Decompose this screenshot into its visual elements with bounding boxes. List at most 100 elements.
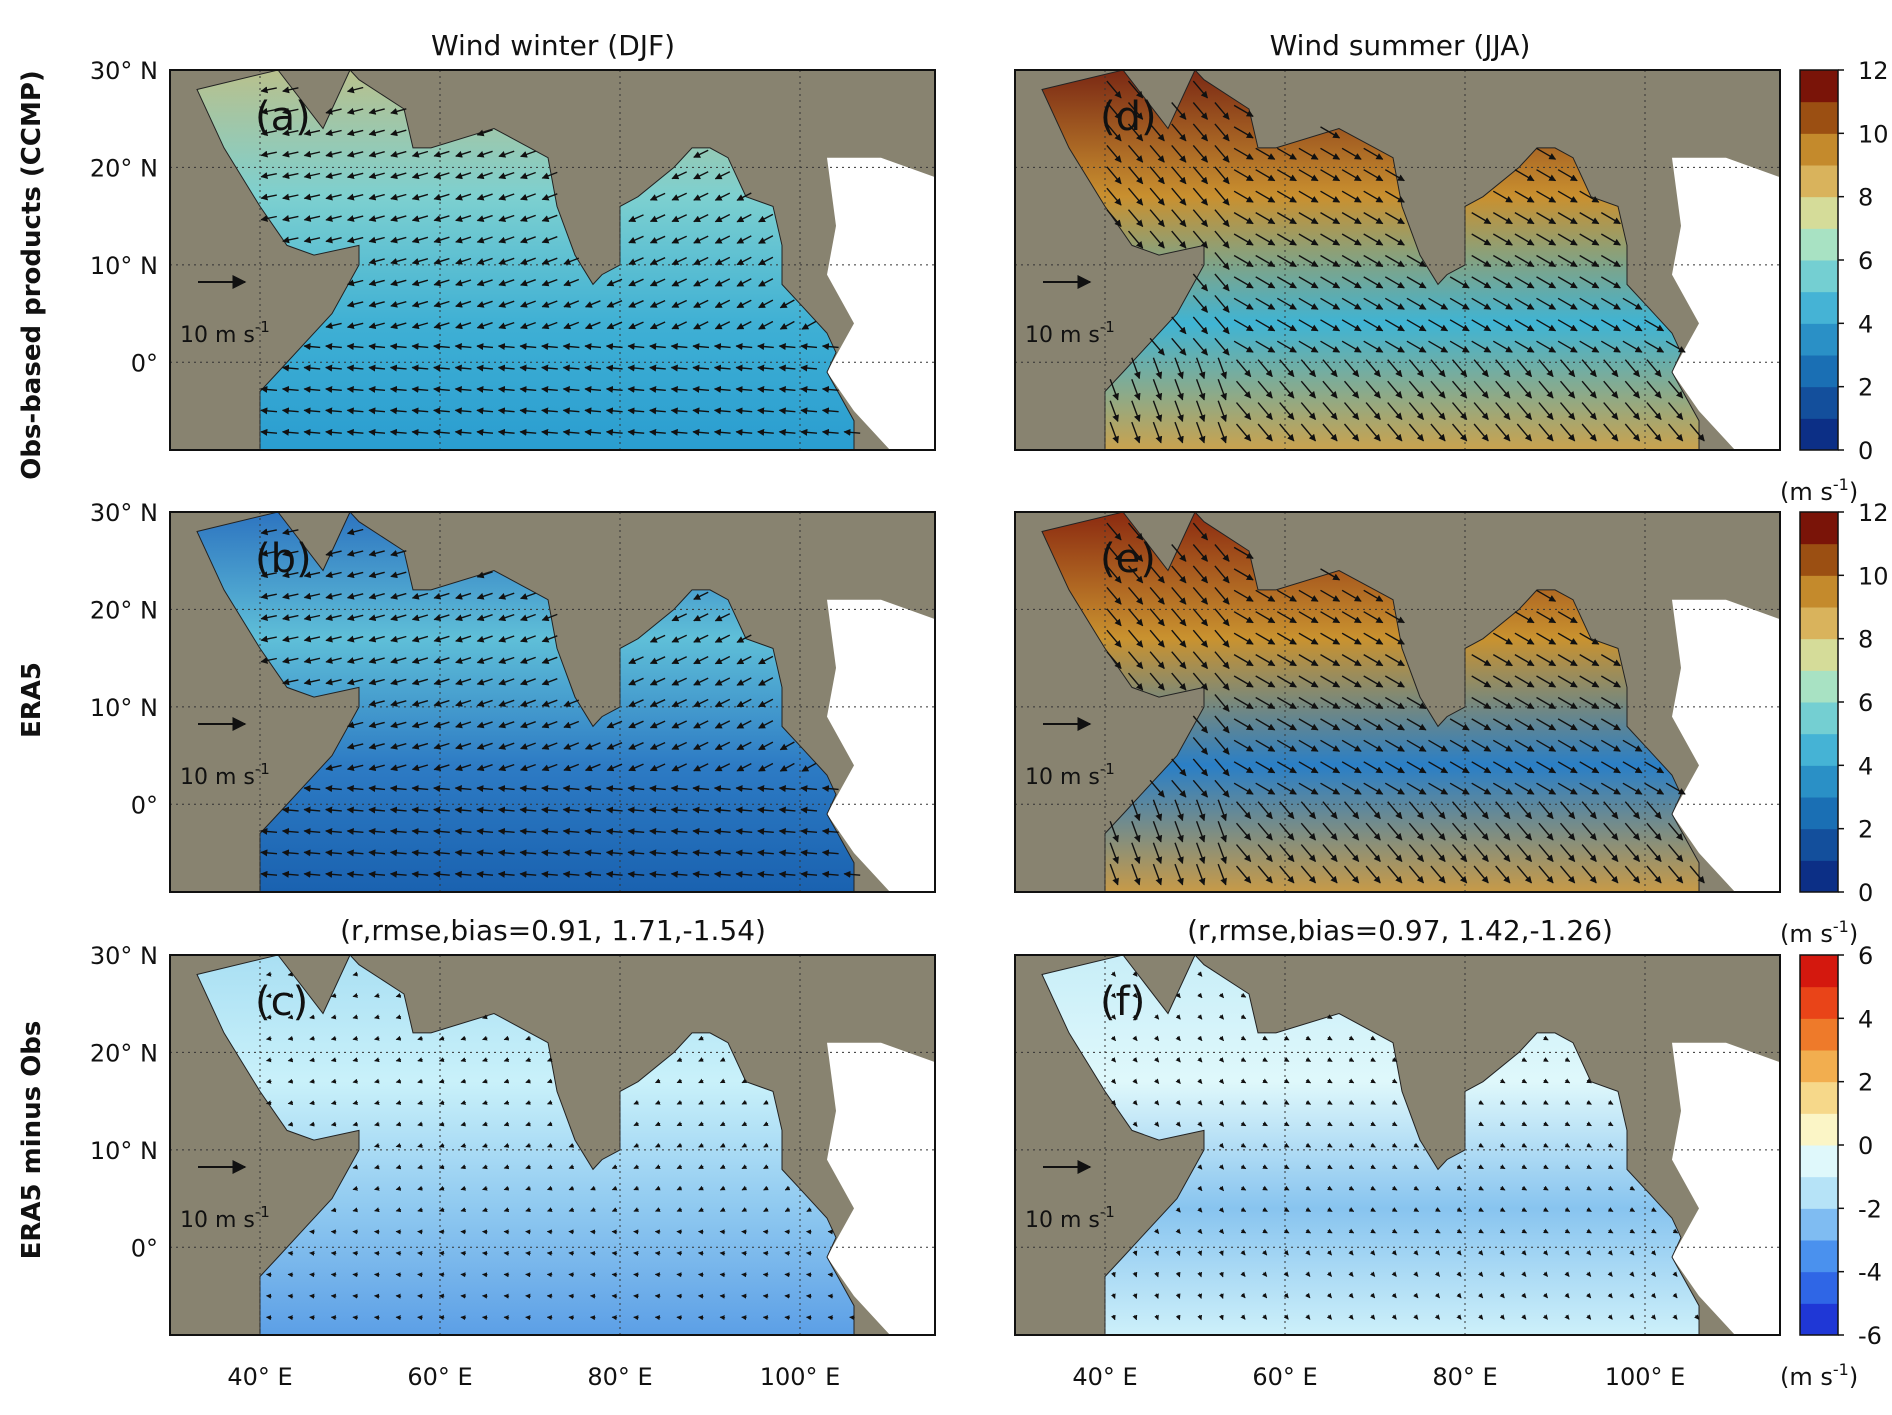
y-tick-label: 0°	[131, 1234, 158, 1262]
colorbar-swatch	[1800, 165, 1838, 198]
wind-vector	[325, 592, 342, 600]
wind-vector	[1255, 254, 1276, 268]
x-tick-label: 80° E	[587, 1363, 652, 1391]
wind-vector	[671, 235, 687, 244]
wind-vector	[736, 278, 752, 287]
wind-vector	[325, 343, 342, 351]
wind-vector	[1471, 297, 1492, 310]
wind-vector	[282, 236, 299, 244]
wind-vector	[287, 1250, 294, 1256]
panel-f: (f)10 m s-140° E 60° E 80° E 100° E	[1014, 954, 1781, 1391]
wind-vector	[541, 385, 558, 393]
wind-vector	[541, 364, 558, 372]
wind-vector	[778, 364, 796, 372]
wind-vector	[1233, 340, 1254, 353]
row-label-era5: ERA5	[17, 662, 47, 738]
wind-vector	[714, 256, 731, 266]
wind-vector	[758, 299, 774, 309]
wind-vector	[346, 150, 364, 158]
wind-vector	[476, 407, 494, 415]
panel-d: (d) 10 m s-1	[1014, 69, 1781, 451]
wind-vector	[1214, 209, 1230, 228]
wind-vector	[1363, 190, 1384, 203]
wind-vector	[368, 549, 385, 557]
wind-vector	[584, 321, 601, 330]
wind-vector	[411, 193, 429, 201]
wind-vector	[821, 343, 839, 351]
wind-vector	[692, 385, 710, 393]
wind-vector	[1644, 319, 1665, 332]
wind-vector	[282, 172, 299, 180]
wind-vector	[417, 1315, 423, 1321]
wind-vector	[779, 320, 795, 330]
wind-vector	[1406, 340, 1427, 353]
wind-vector	[1492, 276, 1513, 289]
wind-vector	[346, 172, 364, 180]
wind-vector	[714, 213, 731, 223]
wind-vector	[476, 236, 493, 244]
wind-vector	[1579, 297, 1600, 310]
wind-vector	[1557, 190, 1578, 203]
wind-vector	[454, 385, 472, 393]
wind-vector	[758, 320, 774, 330]
wind-vector	[1667, 402, 1684, 421]
wind-vector	[260, 107, 277, 115]
wind-vector	[800, 385, 818, 393]
wind-vector	[1557, 319, 1578, 332]
wind-vector	[713, 428, 731, 436]
wind-vector	[1298, 233, 1319, 246]
wind-vector	[282, 129, 299, 137]
wind-vector	[714, 171, 731, 180]
wind-vector	[1557, 169, 1578, 182]
colorbar-swatch	[1800, 670, 1838, 703]
wind-vector	[649, 321, 666, 330]
wind-vector	[1538, 423, 1554, 442]
wind-vector	[1257, 380, 1273, 399]
wind-vector	[736, 320, 752, 330]
wind-vector	[757, 364, 774, 372]
colorbar-swatch	[1800, 418, 1838, 451]
wind-vector	[1174, 421, 1184, 444]
wind-vector	[1298, 297, 1319, 310]
wind-vector	[455, 193, 472, 201]
wind-vector	[1428, 297, 1449, 310]
wind-vector	[1298, 319, 1319, 332]
wind-vector	[757, 385, 774, 393]
wind-vector	[778, 428, 796, 436]
wind-vector	[1384, 340, 1405, 353]
wind-vector	[1171, 102, 1187, 120]
wind-vector	[670, 343, 688, 351]
wind-vector	[714, 278, 731, 287]
wind-vector	[546, 1315, 553, 1321]
wind-vector	[1473, 402, 1489, 421]
wind-vector	[1152, 400, 1163, 423]
wind-vector	[325, 385, 342, 393]
wind-vector	[1255, 190, 1276, 203]
wind-vector	[1233, 147, 1254, 160]
wind-vector	[260, 592, 277, 600]
wind-vector	[282, 592, 299, 600]
wind-vector	[1365, 423, 1381, 442]
panel-letter: (c)	[255, 979, 308, 1025]
wind-vector	[1406, 297, 1427, 310]
wind-vector	[843, 428, 861, 436]
wind-vector	[520, 257, 536, 265]
wind-vector	[368, 150, 385, 158]
wind-vector	[1109, 400, 1119, 423]
wind-vector	[455, 257, 472, 265]
wind-vector	[1492, 254, 1513, 268]
wind-vector	[605, 364, 623, 372]
wind-vector	[325, 364, 342, 372]
wind-vector	[525, 1250, 531, 1256]
colorbar-swatch	[1800, 1050, 1838, 1083]
wind-vector	[1536, 233, 1557, 246]
wind-vector	[736, 192, 752, 201]
colorbar-d: 0 2 4 6 8 10 12 (m s-1)	[1780, 57, 1889, 506]
wind-vector	[605, 428, 623, 436]
wind-vector	[1536, 147, 1557, 160]
wind-vector	[433, 215, 450, 222]
wind-vector	[476, 129, 493, 137]
colorbar-tick-label: 2	[1858, 1069, 1873, 1097]
wind-vector	[520, 279, 536, 287]
wind-vector	[1300, 380, 1317, 399]
